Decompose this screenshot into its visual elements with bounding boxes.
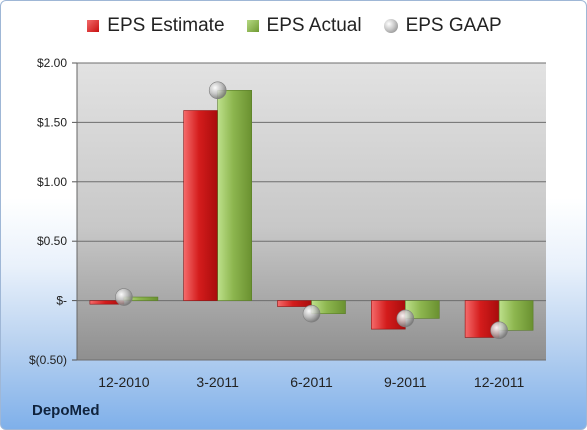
bar-eps-actual — [217, 90, 252, 301]
company-name: DepoMed — [32, 402, 100, 419]
marker-eps-gaap — [115, 288, 133, 306]
legend-label-actual: EPS Actual — [266, 15, 362, 36]
y-tick-label: $2.00 — [37, 56, 67, 70]
legend-swatch-estimate — [87, 20, 100, 32]
y-tick-label: $1.50 — [37, 115, 67, 129]
bar-eps-estimate — [183, 110, 218, 301]
legend-label-estimate: EPS Estimate — [107, 15, 225, 36]
legend-swatch-actual — [246, 20, 259, 32]
bar-eps-estimate — [277, 300, 312, 307]
legend-item-estimate: EPS Estimate — [87, 15, 225, 37]
x-tick-label: 9-2011 — [384, 374, 427, 390]
legend-item-actual: EPS Actual — [246, 15, 362, 37]
legend: EPS Estimate EPS Actual EPS GAAP — [1, 15, 586, 37]
marker-eps-gaap — [490, 321, 508, 340]
y-tick-label: $- — [56, 294, 67, 308]
x-tick-label: 3-2011 — [196, 374, 239, 390]
y-tick-label: $1.00 — [37, 175, 67, 189]
y-tick-label: $(0.50) — [29, 353, 67, 367]
legend-swatch-gaap — [383, 19, 398, 33]
marker-eps-gaap — [396, 309, 415, 328]
x-tick-label: 12-2010 — [98, 374, 150, 390]
x-tick-label: 12-2011 — [474, 374, 525, 390]
legend-item-gaap: EPS GAAP — [383, 15, 502, 37]
legend-label-gaap: EPS GAAP — [405, 15, 502, 36]
y-tick-label: $0.50 — [37, 234, 67, 248]
x-tick-label: 6-2011 — [290, 374, 333, 390]
marker-eps-gaap — [302, 304, 321, 323]
marker-eps-gaap — [208, 81, 227, 100]
bar-eps-actual — [404, 300, 440, 319]
